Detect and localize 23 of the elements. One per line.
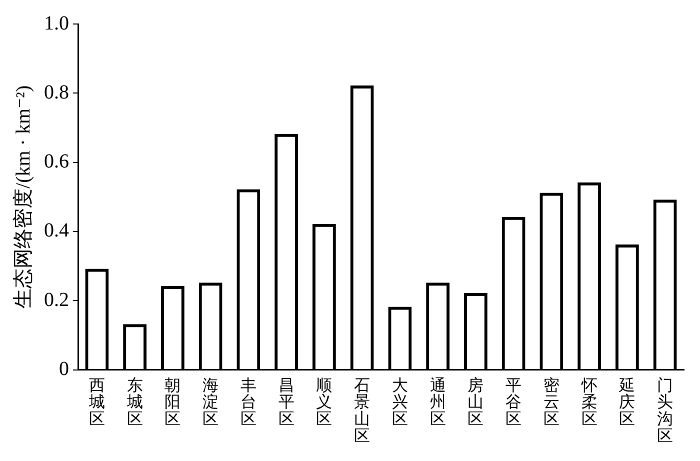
x-tick-label: 西城区: [88, 377, 105, 428]
x-tick-label: 朝阳区: [164, 376, 181, 428]
x-tick-label: 延庆区: [618, 376, 636, 428]
x-tick-label: 东城区: [126, 376, 143, 428]
x-tick-label: 门头沟区: [657, 376, 674, 445]
x-tick-label: 昌平区: [278, 377, 294, 428]
x-tick-label: 石景山区: [354, 377, 370, 445]
x-tick-label: 怀柔区: [580, 377, 598, 428]
y-tick-label: 0.8: [44, 81, 69, 104]
x-tick-label: 顺义区: [316, 377, 332, 428]
x-tick-label: 丰台区: [240, 376, 256, 428]
y-tick-label: 0.6: [44, 150, 69, 173]
x-tick-label: 通州区: [430, 376, 446, 428]
y-tick-label: 1.0: [44, 12, 69, 34]
y-tick-label: 0.2: [44, 288, 69, 311]
x-tick-label: 密云区: [543, 376, 560, 428]
y-tick-label: 0.4: [44, 220, 69, 242]
y-axis-title: 生态网络密度/(km · km⁻²): [12, 85, 34, 308]
y-tick-label: 0: [59, 358, 69, 380]
x-tick-label: 房山区: [468, 376, 484, 428]
x-tick-label: 平谷区: [506, 377, 522, 428]
x-tick-label: 大兴区: [392, 376, 408, 428]
x-tick-label: 海淀区: [202, 377, 219, 428]
